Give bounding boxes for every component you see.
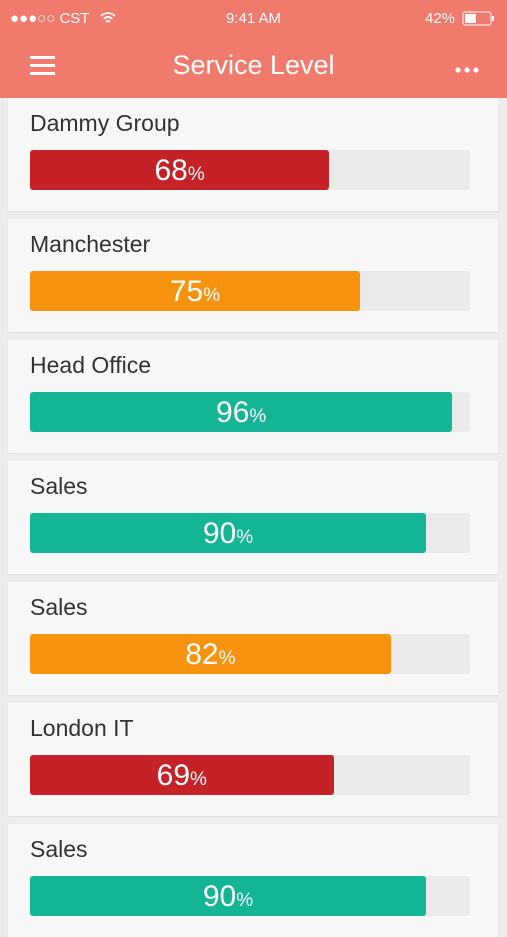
bar-track: 90% bbox=[30, 513, 470, 553]
bar bbox=[30, 150, 330, 190]
list-item[interactable]: Sales 82% bbox=[8, 582, 498, 695]
carrier: ●●●○○ CST bbox=[10, 10, 90, 27]
value-text: 90 bbox=[202, 880, 237, 913]
bar bbox=[30, 392, 453, 432]
unit-text: % bbox=[236, 890, 254, 911]
battery-level: 42% bbox=[425, 10, 456, 27]
unit-text: % bbox=[218, 648, 236, 669]
value-text: 82 bbox=[185, 638, 219, 671]
list-item[interactable]: Head Office 96% bbox=[8, 340, 498, 453]
wifi-icon bbox=[100, 12, 116, 23]
value-text: 75 bbox=[169, 275, 204, 308]
screen-title: Service Level bbox=[172, 50, 335, 80]
item-name: Dammy Group bbox=[30, 110, 180, 136]
bar-track: 69% bbox=[30, 755, 470, 795]
bar-track: 90% bbox=[30, 876, 470, 916]
item-name: London IT bbox=[30, 715, 134, 741]
value-text: 90 bbox=[202, 517, 237, 550]
unit-text: % bbox=[249, 406, 267, 427]
list-item[interactable]: Sales 90% bbox=[8, 824, 498, 937]
bar-label: 69% bbox=[30, 755, 334, 795]
bar-track: 82% bbox=[30, 634, 470, 674]
bar-label: 82% bbox=[30, 634, 391, 674]
more-button[interactable] bbox=[455, 66, 481, 74]
bar bbox=[30, 755, 334, 795]
list-item[interactable]: Sales 90% bbox=[8, 461, 498, 574]
bar-label: 90% bbox=[30, 513, 426, 553]
unit-text: % bbox=[203, 285, 221, 306]
unit-text: % bbox=[190, 769, 207, 790]
unit-text: % bbox=[236, 527, 254, 548]
item-name: Head Office bbox=[30, 352, 152, 378]
bar bbox=[30, 513, 426, 553]
app-header: ●●●○○ CST 9:41 AM 42% Service Level bbox=[0, 0, 507, 98]
list-item[interactable]: Manchester 75% bbox=[8, 219, 498, 332]
battery-icon bbox=[462, 11, 494, 26]
item-name: Sales bbox=[30, 594, 88, 620]
value-text: 69 bbox=[156, 759, 191, 792]
menu-button[interactable] bbox=[30, 56, 56, 76]
bar-label: 90% bbox=[30, 876, 426, 916]
bar-track: 75% bbox=[30, 271, 470, 311]
list-item[interactable]: London IT 69% bbox=[8, 703, 498, 816]
bar-label: 96% bbox=[30, 392, 452, 432]
item-name: Sales bbox=[30, 473, 88, 499]
value-text: 96 bbox=[216, 396, 250, 429]
value-text: 68 bbox=[154, 154, 188, 187]
unit-text: % bbox=[187, 164, 205, 185]
bar-label: 75% bbox=[30, 271, 360, 311]
bar-label: 68% bbox=[30, 150, 329, 190]
item-name: Sales bbox=[30, 836, 88, 862]
clock: 9:41 AM bbox=[225, 10, 282, 27]
bar bbox=[30, 271, 360, 311]
bar-track: 96% bbox=[30, 392, 470, 432]
bar bbox=[30, 634, 391, 674]
bar-track: 68% bbox=[30, 150, 470, 190]
list-item[interactable]: Dammy Group 68% bbox=[8, 98, 498, 211]
item-name: Manchester bbox=[30, 231, 151, 257]
